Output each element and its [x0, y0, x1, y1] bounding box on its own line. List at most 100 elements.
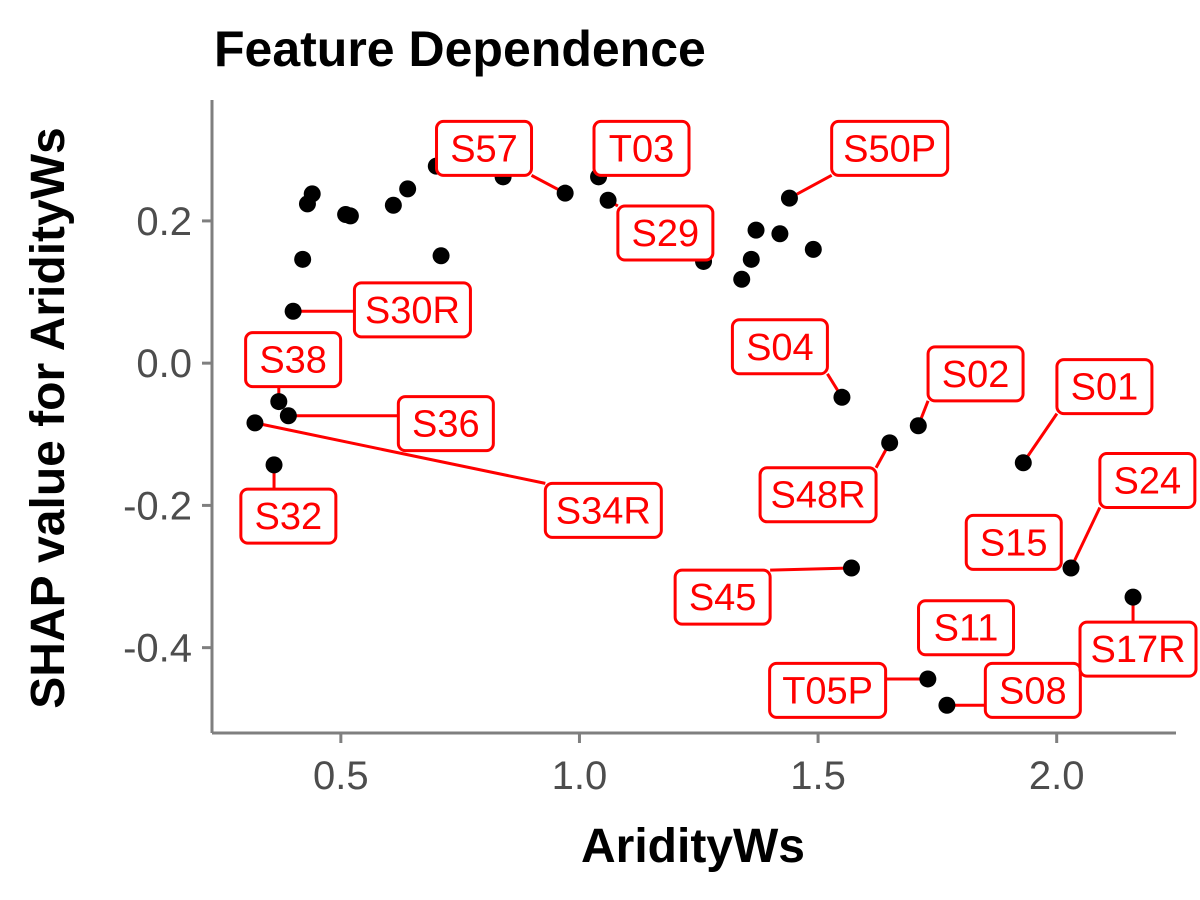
data-point: [270, 393, 288, 411]
data-point: [432, 247, 450, 265]
point-label: S48R: [758, 466, 878, 524]
point-label: S24: [1098, 452, 1197, 510]
data-point: [341, 207, 359, 225]
data-point: [780, 189, 798, 207]
point-label-box: [1055, 358, 1154, 416]
data-point: [842, 559, 860, 577]
y-tick-label: -0.2: [123, 484, 192, 528]
point-label-text: S38: [259, 340, 327, 382]
point-label-text: S24: [1114, 461, 1182, 503]
point-label-box: [830, 119, 950, 177]
data-point: [804, 240, 822, 258]
point-label-box: [730, 318, 829, 376]
data-point: [909, 417, 927, 435]
point-labels: S34R S32 S38 S36 S30R S57 T03 S29 S50P S04 S45 S48R…: [239, 119, 1198, 719]
data-point: [556, 184, 574, 202]
point-label: S29: [616, 204, 715, 262]
x-tick-label: 0.5: [313, 754, 369, 798]
data-point: [294, 250, 312, 268]
label-leaders: [254, 174, 1135, 707]
x-tick-label: 1.0: [552, 754, 608, 798]
point-label-box: [964, 513, 1063, 571]
point-label: S34R: [543, 481, 663, 539]
label-leader-line: [254, 421, 546, 485]
point-label: S30R: [352, 281, 472, 339]
data-point: [265, 456, 283, 474]
point-label-box: [917, 599, 1016, 657]
data-point: [284, 302, 302, 320]
point-label-text: S04: [746, 327, 814, 369]
point-label-text: S45: [689, 577, 757, 619]
point-label-text: S34R: [556, 490, 651, 532]
y-tick-label: 0.2: [136, 200, 192, 244]
x-axis-title: AridityWs: [581, 820, 805, 873]
point-label-text: S11: [934, 608, 999, 650]
y-tick-label: -0.4: [123, 627, 192, 671]
y-axis-title: SHAP value for AridityWs: [22, 127, 75, 708]
point-label-text: S17R: [1090, 629, 1185, 671]
chart-title: Feature Dependence: [214, 21, 706, 77]
point-label: S15: [964, 513, 1063, 571]
point-label-text: S48R: [771, 475, 866, 517]
point-label: S32: [239, 487, 338, 545]
data-point: [881, 434, 899, 452]
point-label-text: S36: [412, 404, 480, 446]
point-label: S57: [435, 119, 534, 177]
point-label-text: S15: [980, 522, 1048, 564]
y-tick-label: 0.0: [136, 342, 192, 386]
point-label: S11: [917, 599, 1016, 657]
point-label: S17R: [1078, 620, 1198, 678]
point-label: S50P: [830, 119, 950, 177]
point-label-text: S29: [632, 213, 700, 255]
point-label-box: [768, 661, 888, 719]
point-label-text: S57: [450, 128, 518, 170]
data-point: [742, 250, 760, 268]
data-point: [733, 270, 751, 288]
point-label-box: [926, 345, 1025, 403]
data-point: [919, 670, 937, 688]
data-point: [938, 696, 956, 714]
point-label-text: S30R: [365, 290, 460, 332]
data-point: [833, 388, 851, 406]
point-label-text: S08: [999, 670, 1067, 712]
data-point: [1014, 454, 1032, 472]
point-label: S04: [730, 318, 829, 376]
point-label-box: [244, 331, 343, 389]
point-label-text: S32: [255, 496, 323, 538]
point-label-box: [1078, 620, 1198, 678]
label-leader-line: [770, 566, 852, 572]
point-label: T05P: [768, 661, 888, 719]
axes: 0.5 1.0 1.5 2.0 0.2 0.0 -0.2 -0.4: [123, 100, 1176, 798]
point-label-box: [673, 568, 772, 626]
point-label-box: [352, 281, 472, 339]
point-label: S02: [926, 345, 1025, 403]
point-label-text: S02: [942, 354, 1010, 396]
point-label: S08: [983, 661, 1082, 719]
point-label-text: S50P: [843, 128, 936, 170]
point-label-box: [435, 119, 534, 177]
point-label-box: [239, 487, 338, 545]
data-point: [771, 225, 789, 243]
point-label-box: [616, 204, 715, 262]
point-label: S36: [396, 395, 495, 453]
data-point: [279, 407, 297, 425]
point-label-box: [396, 395, 495, 453]
point-label-text: T03: [609, 128, 674, 170]
point-label-text: S01: [1071, 367, 1139, 409]
point-label-box: [758, 466, 878, 524]
data-point: [1124, 588, 1142, 606]
point-label-text: T05P: [782, 670, 873, 712]
data-point: [384, 196, 402, 214]
point-label-box: [592, 119, 691, 177]
point-label: S38: [244, 331, 343, 389]
point-label: T03: [592, 119, 691, 177]
x-tick-label: 2.0: [1029, 754, 1085, 798]
point-label: S01: [1055, 358, 1154, 416]
point-label-box: [983, 661, 1082, 719]
data-point: [246, 414, 264, 432]
data-point: [399, 180, 417, 198]
point-label-box: [543, 481, 663, 539]
x-tick-label: 1.5: [790, 754, 846, 798]
label-leader-line: [1022, 412, 1059, 464]
